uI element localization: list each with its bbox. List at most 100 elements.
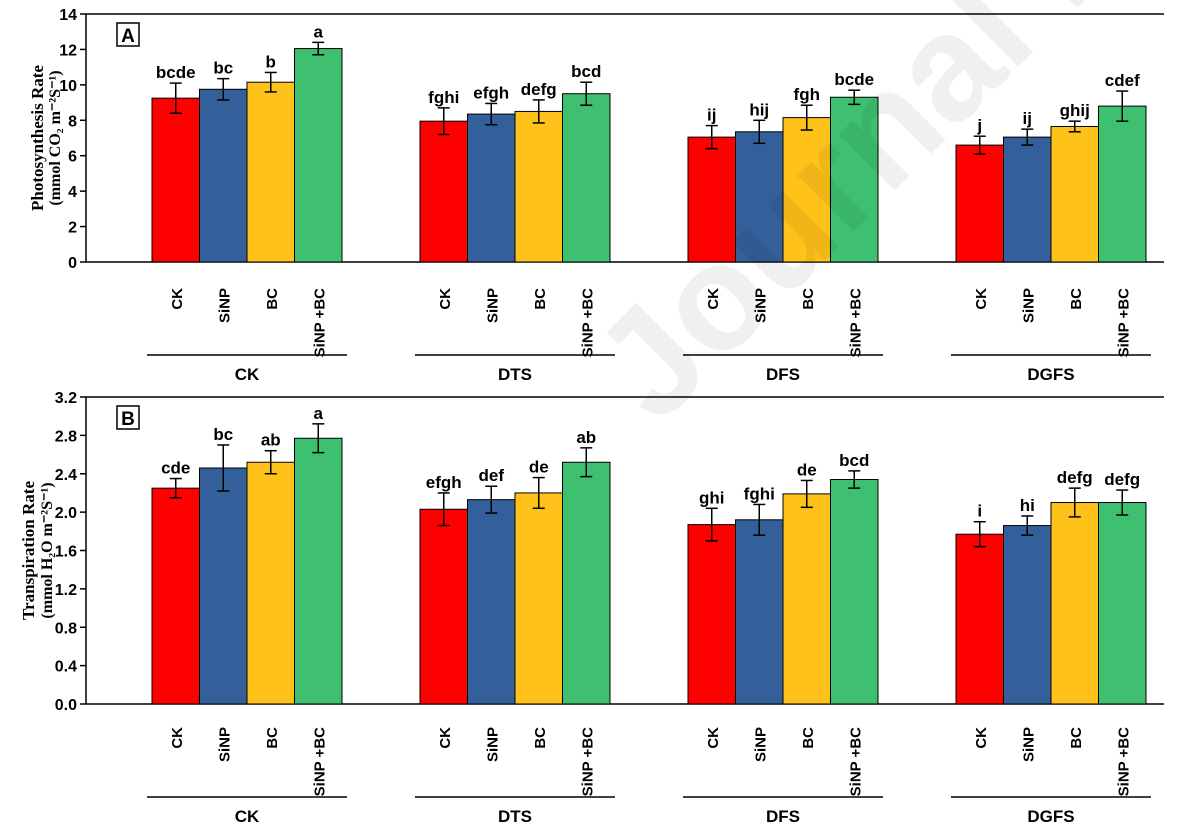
- significance-letter-a: efgh: [473, 83, 509, 102]
- treatment-label-b: SiNP: [752, 727, 769, 762]
- treatment-label-a: CK: [169, 288, 186, 310]
- significance-letter-a: bc: [213, 59, 233, 78]
- bar-a: [955, 144, 1004, 263]
- significance-letter-b: a: [314, 404, 324, 423]
- significance-letter-b: ab: [261, 431, 281, 450]
- y-tick-label-a: 14: [59, 7, 77, 24]
- bar-b: [199, 467, 248, 705]
- treatment-label-a: SiNP: [484, 288, 501, 323]
- significance-letter-a: cdef: [1105, 71, 1140, 90]
- bar-a: [1003, 136, 1052, 263]
- y-axis-label-line1-b: Transpiration Rate: [19, 481, 38, 620]
- treatment-label-b: SiNP +BC: [311, 727, 328, 796]
- treatment-label-a: BC: [1068, 288, 1085, 310]
- bar-a: [514, 110, 563, 263]
- significance-letter-a: a: [314, 22, 324, 41]
- significance-letter-a: defg: [521, 80, 557, 99]
- significance-letter-a: bcde: [834, 70, 874, 89]
- group-label-a: DFS: [766, 365, 800, 384]
- treatment-label-a: SiNP: [1020, 288, 1037, 323]
- bar-a: [1050, 125, 1099, 263]
- treatment-label-b: CK: [973, 727, 990, 749]
- significance-letter-b: bc: [213, 425, 233, 444]
- y-tick-label-b: 2.4: [55, 467, 77, 484]
- treatment-label-b: BC: [1068, 727, 1085, 749]
- y-tick-label-b: 1.2: [55, 582, 77, 599]
- bar-a: [199, 88, 248, 263]
- treatment-label-a: SiNP: [752, 288, 769, 323]
- significance-letter-b: defg: [1104, 470, 1140, 489]
- significance-letter-b: ab: [576, 428, 596, 447]
- panel-label-a: A: [121, 26, 135, 47]
- bar-b: [294, 437, 343, 705]
- significance-letter-a: bcde: [156, 63, 196, 82]
- bar-b: [151, 487, 200, 705]
- significance-letter-b: cde: [161, 459, 190, 478]
- treatment-label-a: CK: [973, 288, 990, 310]
- bar-b: [1050, 502, 1099, 705]
- group-label-b: CK: [235, 807, 260, 826]
- bar-b: [782, 493, 831, 705]
- bar-b: [830, 479, 879, 705]
- significance-letter-a: fgh: [794, 85, 820, 104]
- treatment-label-a: SiNP: [216, 288, 233, 323]
- treatment-label-b: SiNP: [1020, 727, 1037, 762]
- treatment-label-b: BC: [532, 727, 549, 749]
- treatment-label-b: SiNP +BC: [1115, 727, 1132, 796]
- treatment-label-a: SiNP +BC: [579, 288, 596, 357]
- treatment-label-b: SiNP +BC: [579, 727, 596, 796]
- bar-a: [735, 131, 784, 263]
- y-tick-label-a: 10: [59, 78, 77, 95]
- significance-letter-b: de: [797, 460, 817, 479]
- treatment-label-a: BC: [264, 288, 281, 310]
- panel-label-b: B: [121, 409, 135, 430]
- group-label-b: DFS: [766, 807, 800, 826]
- y-tick-label-b: 0.4: [55, 659, 77, 676]
- treatment-label-b: CK: [169, 727, 186, 749]
- significance-letter-b: i: [977, 502, 982, 521]
- treatment-label-b: SiNP +BC: [847, 727, 864, 796]
- significance-letter-b: fghi: [744, 484, 775, 503]
- significance-letter-a: b: [266, 52, 276, 71]
- treatment-label-b: CK: [705, 727, 722, 749]
- y-tick-label-b: 0.0: [55, 697, 77, 714]
- significance-letter-b: efgh: [426, 473, 462, 492]
- treatment-label-a: SiNP +BC: [311, 288, 328, 357]
- treatment-label-a: SiNP +BC: [847, 288, 864, 357]
- y-axis-label-line1-a: Photosynthesis Rate: [28, 65, 47, 211]
- bar-b: [687, 524, 736, 705]
- y-axis-label-line2-a: (mmol CO₂ m⁻²S⁻¹): [47, 70, 64, 205]
- bar-b: [246, 461, 295, 705]
- significance-letter-b: defg: [1057, 468, 1093, 487]
- treatment-label-b: BC: [800, 727, 817, 749]
- group-label-a: CK: [235, 365, 260, 384]
- bar-a: [562, 93, 611, 263]
- bar-a: [1098, 105, 1147, 263]
- bar-a: [294, 48, 343, 263]
- bar-a: [830, 96, 879, 263]
- bar-b: [562, 461, 611, 705]
- treatment-label-a: CK: [705, 288, 722, 310]
- y-tick-label-a: 8: [68, 113, 77, 130]
- group-label-b: DTS: [498, 807, 532, 826]
- y-tick-label-b: 1.6: [55, 544, 77, 561]
- y-tick-label-b: 2.0: [55, 505, 77, 522]
- bar-a: [246, 81, 295, 263]
- significance-letter-a: bcd: [571, 62, 601, 81]
- significance-letter-b: def: [479, 466, 505, 485]
- bar-a: [467, 113, 516, 263]
- group-label-b: DGFS: [1027, 807, 1074, 826]
- y-tick-label-a: 4: [68, 184, 77, 201]
- y-tick-label-b: 2.8: [55, 428, 77, 445]
- y-tick-label-b: 3.2: [55, 390, 77, 407]
- significance-letter-a: j: [976, 116, 982, 135]
- significance-letter-a: hij: [749, 100, 769, 119]
- bar-b: [955, 533, 1004, 705]
- significance-letter-b: ghi: [699, 488, 725, 507]
- bar-a: [782, 117, 831, 263]
- bar-b: [514, 492, 563, 705]
- y-tick-label-a: 12: [59, 42, 77, 59]
- bar-b: [735, 519, 784, 705]
